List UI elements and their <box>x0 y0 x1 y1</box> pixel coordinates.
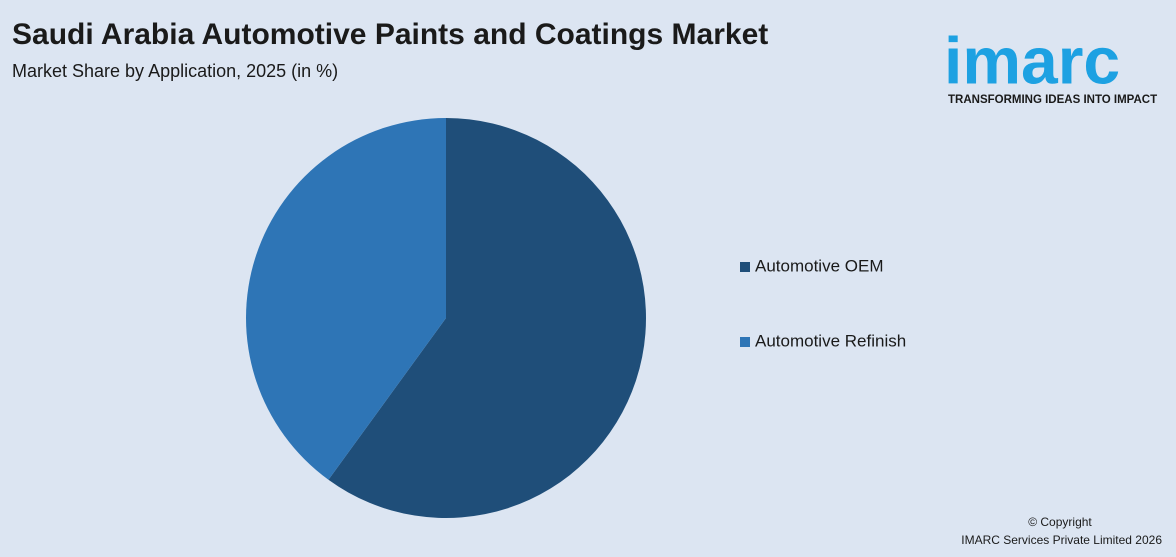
pie-slice <box>246 117 446 480</box>
legend-label: Automotive OEM <box>755 256 884 275</box>
logo-tagline: TRANSFORMING IDEAS INTO IMPACT <box>948 94 1157 106</box>
chart-subtitle: Market Share by Application, 2025 (in %) <box>12 61 338 81</box>
legend-swatch <box>740 262 750 272</box>
chart-title: Saudi Arabia Automotive Paints and Coati… <box>12 18 768 51</box>
copyright: © Copyright <box>1028 515 1092 529</box>
company: IMARC Services Private Limited 2026 <box>961 533 1162 547</box>
legend-label: Automotive Refinish <box>755 331 906 350</box>
legend-swatch <box>740 337 750 347</box>
pie-slice <box>328 118 646 519</box>
logo-name: imarc <box>944 23 1120 97</box>
